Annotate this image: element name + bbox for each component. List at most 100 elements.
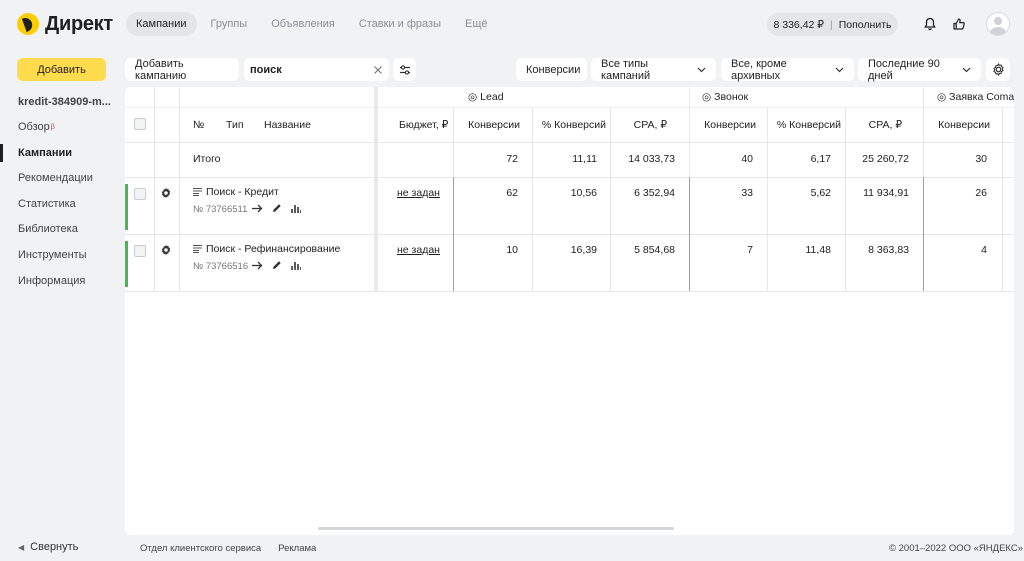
period-label: Последние 90 дней — [868, 57, 940, 82]
support-link[interactable]: Отдел клиентского сервиса — [140, 543, 262, 554]
column-header-conversion-rate[interactable]: % Конверсий — [776, 119, 841, 131]
arrow-right-icon[interactable] — [252, 261, 263, 270]
account-login[interactable]: kredit-384909-m... — [18, 96, 111, 108]
nav-tab-groups[interactable]: Группы — [210, 18, 248, 30]
sidebar-item-library[interactable]: Библиотека — [18, 223, 78, 235]
clear-icon[interactable] — [373, 65, 383, 75]
total-order-conversions: 30 — [975, 153, 987, 165]
campaign-types-label: Все типы кампаний — [601, 57, 651, 82]
target-icon: ◎ — [468, 91, 478, 103]
add-campaign-button[interactable]: Добавить кампанию — [125, 57, 239, 82]
budget-link[interactable]: не задан — [397, 187, 440, 199]
campaign-types-select[interactable]: Все типы кампаний — [591, 57, 716, 82]
nav-tab-more[interactable]: Ещё — [464, 18, 488, 30]
horizontal-scrollbar[interactable] — [318, 527, 674, 530]
balance-widget[interactable]: 8 336,42 ₽ | Пополнить — [767, 13, 898, 36]
logo[interactable]: Директ — [17, 12, 113, 36]
main-nav: Кампании Группы Объявления Ставки и фраз… — [126, 12, 498, 36]
campaign-name-cell: Поиск - Рефинансирование — [193, 243, 340, 255]
column-header-conversions[interactable]: Конверсии — [938, 119, 990, 131]
total-label: Итого — [193, 153, 221, 165]
sliders-icon — [399, 64, 411, 76]
campaign-name-link[interactable]: Поиск - Рефинансирование — [206, 243, 341, 255]
lead-conversions: 10 — [506, 244, 518, 256]
column-header-budget[interactable]: Бюджет, ₽ — [399, 119, 449, 131]
budget-link[interactable]: не задан — [397, 244, 440, 256]
sidebar-item-label: Обзор — [18, 121, 50, 133]
ads-link[interactable]: Реклама — [278, 543, 317, 554]
caret-left-icon: ◀ — [18, 542, 25, 552]
bell-icon[interactable] — [919, 13, 941, 35]
column-header-name[interactable]: Название — [264, 119, 311, 131]
call-rate: 11,48 — [805, 244, 832, 256]
bar-chart-icon[interactable] — [291, 204, 301, 213]
sidebar-item-statistics[interactable]: Статистика — [18, 198, 76, 210]
total-lead-cpa: 14 033,73 — [628, 153, 675, 165]
target-icon: ◎ — [702, 91, 712, 103]
gear-icon[interactable] — [160, 244, 172, 259]
add-button[interactable]: Добавить — [17, 58, 106, 81]
column-header-type[interactable]: Тип — [226, 119, 244, 131]
text-campaign-icon — [193, 245, 202, 253]
column-header-conversion-rate[interactable]: % Конверсий — [541, 119, 606, 131]
collapse-sidebar-button[interactable]: ◀ Свернуть — [18, 541, 78, 553]
group-header-order[interactable]: ◎ Заявка Comag — [937, 91, 1014, 103]
add-campaign-label: Добавить кампанию — [135, 57, 187, 82]
lead-cpa: 6 352,94 — [634, 187, 675, 199]
row-checkbox[interactable] — [134, 245, 146, 257]
total-call-rate: 6,17 — [810, 153, 831, 165]
arrow-right-icon[interactable] — [252, 204, 263, 213]
top-up-link[interactable]: Пополнить — [838, 18, 892, 31]
table-settings-button[interactable] — [986, 58, 1010, 81]
total-lead-conversions: 72 — [506, 153, 518, 165]
column-header-conversions[interactable]: Конверсии — [704, 119, 756, 131]
collapse-label: Свернуть — [30, 541, 79, 553]
call-rate: 5,62 — [810, 187, 831, 199]
target-icon: ◎ — [937, 91, 947, 103]
column-header-conversions[interactable]: Конверсии — [468, 119, 520, 131]
nav-tab-campaigns[interactable]: Кампании — [126, 12, 197, 36]
search-input[interactable] — [250, 63, 360, 76]
sidebar-item-overview[interactable]: Обзор β — [18, 119, 55, 135]
sidebar-item-info[interactable]: Информация — [18, 275, 86, 287]
balance-amount: 8 336,42 ₽ — [773, 18, 824, 31]
avatar[interactable] — [986, 12, 1010, 36]
row-checkbox[interactable] — [134, 188, 146, 200]
lead-cpa: 5 854,68 — [634, 244, 675, 256]
bar-chart-icon[interactable] — [291, 261, 301, 270]
logo-text: Директ — [45, 12, 113, 35]
gear-icon — [992, 63, 1005, 76]
period-select[interactable]: Последние 90 дней — [858, 57, 981, 82]
sidebar-item-recommendations[interactable]: Рекомендации — [18, 172, 93, 184]
column-header-cpa[interactable]: CPA, ₽ — [868, 119, 902, 131]
footer-links: Отдел клиентского сервиса Реклама — [140, 543, 316, 554]
group-header-lead[interactable]: ◎ Lead — [468, 91, 504, 103]
status-indicator-active — [125, 241, 128, 287]
status-filter-select[interactable]: Все, кроме архивных — [721, 58, 854, 82]
order-conversions: 26 — [975, 187, 987, 199]
filter-settings-button[interactable] — [393, 58, 416, 81]
nav-tab-bids[interactable]: Ставки и фразы — [358, 18, 441, 30]
call-cpa: 8 363,83 — [868, 244, 909, 256]
group-header-label: Заявка Comag — [949, 91, 1014, 103]
nav-tab-ads[interactable]: Объявления — [271, 18, 335, 30]
column-header-cpa[interactable]: CPA, ₽ — [633, 119, 667, 131]
pencil-icon[interactable] — [272, 260, 282, 270]
text-campaign-icon — [193, 188, 202, 196]
group-header-label: Звонок — [714, 91, 749, 103]
sidebar-item-campaigns[interactable]: Кампании — [18, 147, 73, 159]
campaign-name-cell: Поиск - Кредит — [193, 186, 279, 198]
column-header-number[interactable]: № — [193, 119, 205, 131]
pencil-icon[interactable] — [272, 203, 282, 213]
select-all-checkbox[interactable] — [134, 118, 146, 130]
sidebar-item-tools[interactable]: Инструменты — [18, 249, 87, 261]
conversions-button[interactable]: Конверсии — [516, 58, 587, 81]
search-box — [244, 58, 389, 81]
status-indicator-active — [125, 184, 128, 230]
group-header-call[interactable]: ◎ Звонок — [702, 91, 748, 103]
thumbs-up-icon[interactable] — [948, 13, 970, 35]
campaign-name-link[interactable]: Поиск - Кредит — [206, 186, 279, 198]
gear-icon[interactable] — [160, 187, 172, 202]
campaign-id: № 73766516 — [193, 261, 249, 272]
campaigns-table: ◎ Lead ◎ Звонок ◎ Заявка Comag № Тип Назван… — [125, 87, 1014, 292]
